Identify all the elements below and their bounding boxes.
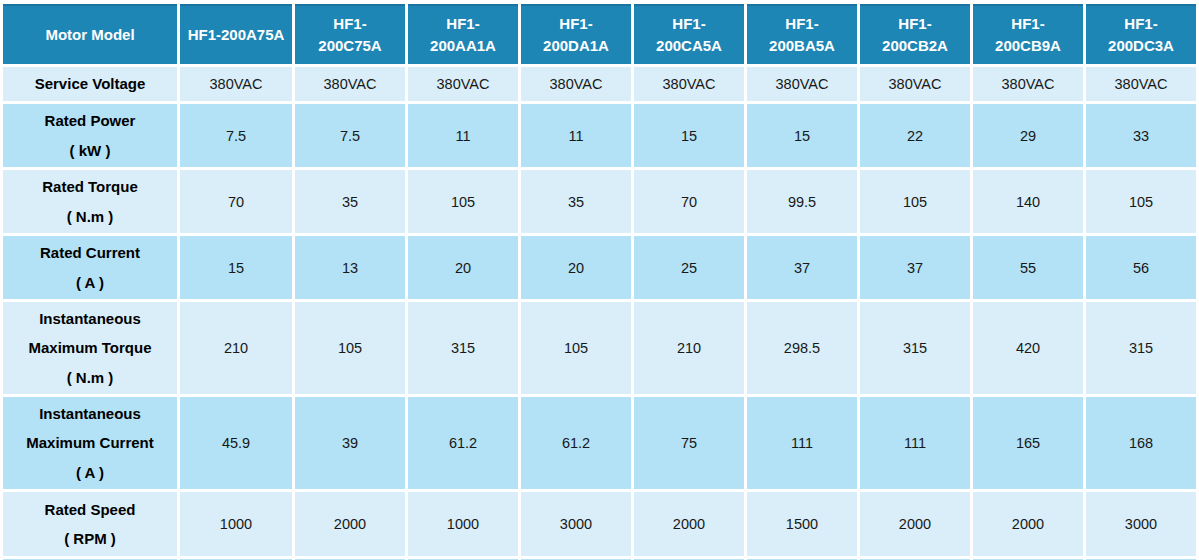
motor-spec-table: Motor Model HF1-200A75AHF1-200C75AHF1-20… xyxy=(0,1,1199,560)
value-cell-rated-torque-nm-col-9: 105 xyxy=(1086,170,1196,233)
value-cell-rated-torque-nm-col-6: 99.5 xyxy=(747,170,857,233)
value-cell-rated-speed-rpm-col-1: 1000 xyxy=(180,492,292,556)
value-cell-instantaneous-maximum-current-a-col-1: 45.9 xyxy=(180,397,292,489)
value-cell-instantaneous-maximum-torque-nm-col-4: 105 xyxy=(521,302,631,394)
value-cell-rated-current-a-col-9: 56 xyxy=(1086,236,1196,299)
value-cell-instantaneous-maximum-torque-nm-col-7: 315 xyxy=(860,302,970,394)
value-cell-rated-current-a-col-4: 20 xyxy=(521,236,631,299)
row-label-rated-current-a: Rated Current( A ) xyxy=(3,236,177,299)
value-cell-service-voltage-col-5: 380VAC xyxy=(634,67,744,101)
header-row: Motor Model HF1-200A75AHF1-200C75AHF1-20… xyxy=(3,4,1196,64)
value-cell-rated-power-kw-col-7: 22 xyxy=(860,104,970,167)
value-cell-instantaneous-maximum-torque-nm-col-9: 315 xyxy=(1086,302,1196,394)
value-cell-instantaneous-maximum-torque-nm-col-2: 105 xyxy=(295,302,405,394)
row-label-instantaneous-maximum-current-a: InstantaneousMaximum Current( A ) xyxy=(3,397,177,489)
value-cell-instantaneous-maximum-current-a-col-3: 61.2 xyxy=(408,397,518,489)
header-cell-model-8: HF1-200CB9A xyxy=(973,4,1083,64)
value-cell-rated-power-kw-col-8: 29 xyxy=(973,104,1083,167)
value-cell-rated-torque-nm-col-1: 70 xyxy=(180,170,292,233)
value-cell-rated-current-a-col-1: 15 xyxy=(180,236,292,299)
row-label-rated-speed-rpm: Rated Speed( RPM ) xyxy=(3,492,177,556)
value-cell-instantaneous-maximum-torque-nm-col-1: 210 xyxy=(180,302,292,394)
corner-header-motor-model: Motor Model xyxy=(3,4,177,64)
value-cell-rated-current-a-col-5: 25 xyxy=(634,236,744,299)
value-cell-rated-torque-nm-col-2: 35 xyxy=(295,170,405,233)
value-cell-rated-power-kw-col-5: 15 xyxy=(634,104,744,167)
header-cell-model-7: HF1-200CB2A xyxy=(860,4,970,64)
value-cell-rated-power-kw-col-4: 11 xyxy=(521,104,631,167)
row-label-service-voltage: Service Voltage xyxy=(3,67,177,101)
value-cell-rated-speed-rpm-col-8: 2000 xyxy=(973,492,1083,556)
value-cell-instantaneous-maximum-current-a-col-4: 61.2 xyxy=(521,397,631,489)
header-cell-model-6: HF1-200BA5A xyxy=(747,4,857,64)
value-cell-service-voltage-col-6: 380VAC xyxy=(747,67,857,101)
value-cell-service-voltage-col-9: 380VAC xyxy=(1086,67,1196,101)
value-cell-instantaneous-maximum-current-a-col-6: 111 xyxy=(747,397,857,489)
value-cell-rated-power-kw-col-6: 15 xyxy=(747,104,857,167)
value-cell-rated-speed-rpm-col-9: 3000 xyxy=(1086,492,1196,556)
header-cell-model-2: HF1-200C75A xyxy=(295,4,405,64)
table-row-service-voltage: Service Voltage380VAC380VAC380VAC380VAC3… xyxy=(3,67,1196,101)
value-cell-rated-torque-nm-col-8: 140 xyxy=(973,170,1083,233)
header-cell-model-1: HF1-200A75A xyxy=(180,4,292,64)
value-cell-instantaneous-maximum-current-a-col-9: 168 xyxy=(1086,397,1196,489)
value-cell-service-voltage-col-4: 380VAC xyxy=(521,67,631,101)
value-cell-instantaneous-maximum-current-a-col-8: 165 xyxy=(973,397,1083,489)
header-cell-model-3: HF1-200AA1A xyxy=(408,4,518,64)
value-cell-service-voltage-col-8: 380VAC xyxy=(973,67,1083,101)
value-cell-rated-power-kw-col-2: 7.5 xyxy=(295,104,405,167)
value-cell-rated-torque-nm-col-7: 105 xyxy=(860,170,970,233)
value-cell-rated-torque-nm-col-5: 70 xyxy=(634,170,744,233)
value-cell-rated-current-a-col-2: 13 xyxy=(295,236,405,299)
value-cell-instantaneous-maximum-current-a-col-7: 111 xyxy=(860,397,970,489)
value-cell-rated-current-a-col-7: 37 xyxy=(860,236,970,299)
value-cell-rated-current-a-col-8: 55 xyxy=(973,236,1083,299)
value-cell-instantaneous-maximum-torque-nm-col-6: 298.5 xyxy=(747,302,857,394)
row-label-instantaneous-maximum-torque-nm: InstantaneousMaximum Torque( N.m ) xyxy=(3,302,177,394)
header-cell-model-9: HF1-200DC3A xyxy=(1086,4,1196,64)
value-cell-instantaneous-maximum-current-a-col-2: 39 xyxy=(295,397,405,489)
value-cell-rated-speed-rpm-col-6: 1500 xyxy=(747,492,857,556)
row-label-rated-torque-nm: Rated Torque( N.m ) xyxy=(3,170,177,233)
header-cell-model-5: HF1-200CA5A xyxy=(634,4,744,64)
value-cell-rated-current-a-col-6: 37 xyxy=(747,236,857,299)
value-cell-service-voltage-col-1: 380VAC xyxy=(180,67,292,101)
table-row-rated-torque-nm: Rated Torque( N.m )7035105357099.5105140… xyxy=(3,170,1196,233)
table-row-rated-speed-rpm: Rated Speed( RPM )1000200010003000200015… xyxy=(3,492,1196,556)
value-cell-rated-power-kw-col-1: 7.5 xyxy=(180,104,292,167)
header-cell-model-4: HF1-200DA1A xyxy=(521,4,631,64)
table-row-rated-current-a: Rated Current( A )151320202537375556 xyxy=(3,236,1196,299)
row-label-rated-power-kw: Rated Power( kW ) xyxy=(3,104,177,167)
value-cell-service-voltage-col-2: 380VAC xyxy=(295,67,405,101)
table-row-instantaneous-maximum-torque-nm: InstantaneousMaximum Torque( N.m )210105… xyxy=(3,302,1196,394)
table-row-instantaneous-maximum-current-a: InstantaneousMaximum Current( A )45.9396… xyxy=(3,397,1196,489)
value-cell-rated-speed-rpm-col-5: 2000 xyxy=(634,492,744,556)
value-cell-rated-speed-rpm-col-2: 2000 xyxy=(295,492,405,556)
value-cell-service-voltage-col-3: 380VAC xyxy=(408,67,518,101)
value-cell-rated-current-a-col-3: 20 xyxy=(408,236,518,299)
value-cell-rated-speed-rpm-col-4: 3000 xyxy=(521,492,631,556)
value-cell-rated-speed-rpm-col-7: 2000 xyxy=(860,492,970,556)
value-cell-instantaneous-maximum-torque-nm-col-8: 420 xyxy=(973,302,1083,394)
value-cell-instantaneous-maximum-current-a-col-5: 75 xyxy=(634,397,744,489)
value-cell-rated-torque-nm-col-3: 105 xyxy=(408,170,518,233)
value-cell-rated-torque-nm-col-4: 35 xyxy=(521,170,631,233)
value-cell-rated-power-kw-col-3: 11 xyxy=(408,104,518,167)
value-cell-rated-power-kw-col-9: 33 xyxy=(1086,104,1196,167)
value-cell-service-voltage-col-7: 380VAC xyxy=(860,67,970,101)
table-row-rated-power-kw: Rated Power( kW )7.57.511111515222933 xyxy=(3,104,1196,167)
value-cell-instantaneous-maximum-torque-nm-col-5: 210 xyxy=(634,302,744,394)
value-cell-instantaneous-maximum-torque-nm-col-3: 315 xyxy=(408,302,518,394)
value-cell-rated-speed-rpm-col-3: 1000 xyxy=(408,492,518,556)
